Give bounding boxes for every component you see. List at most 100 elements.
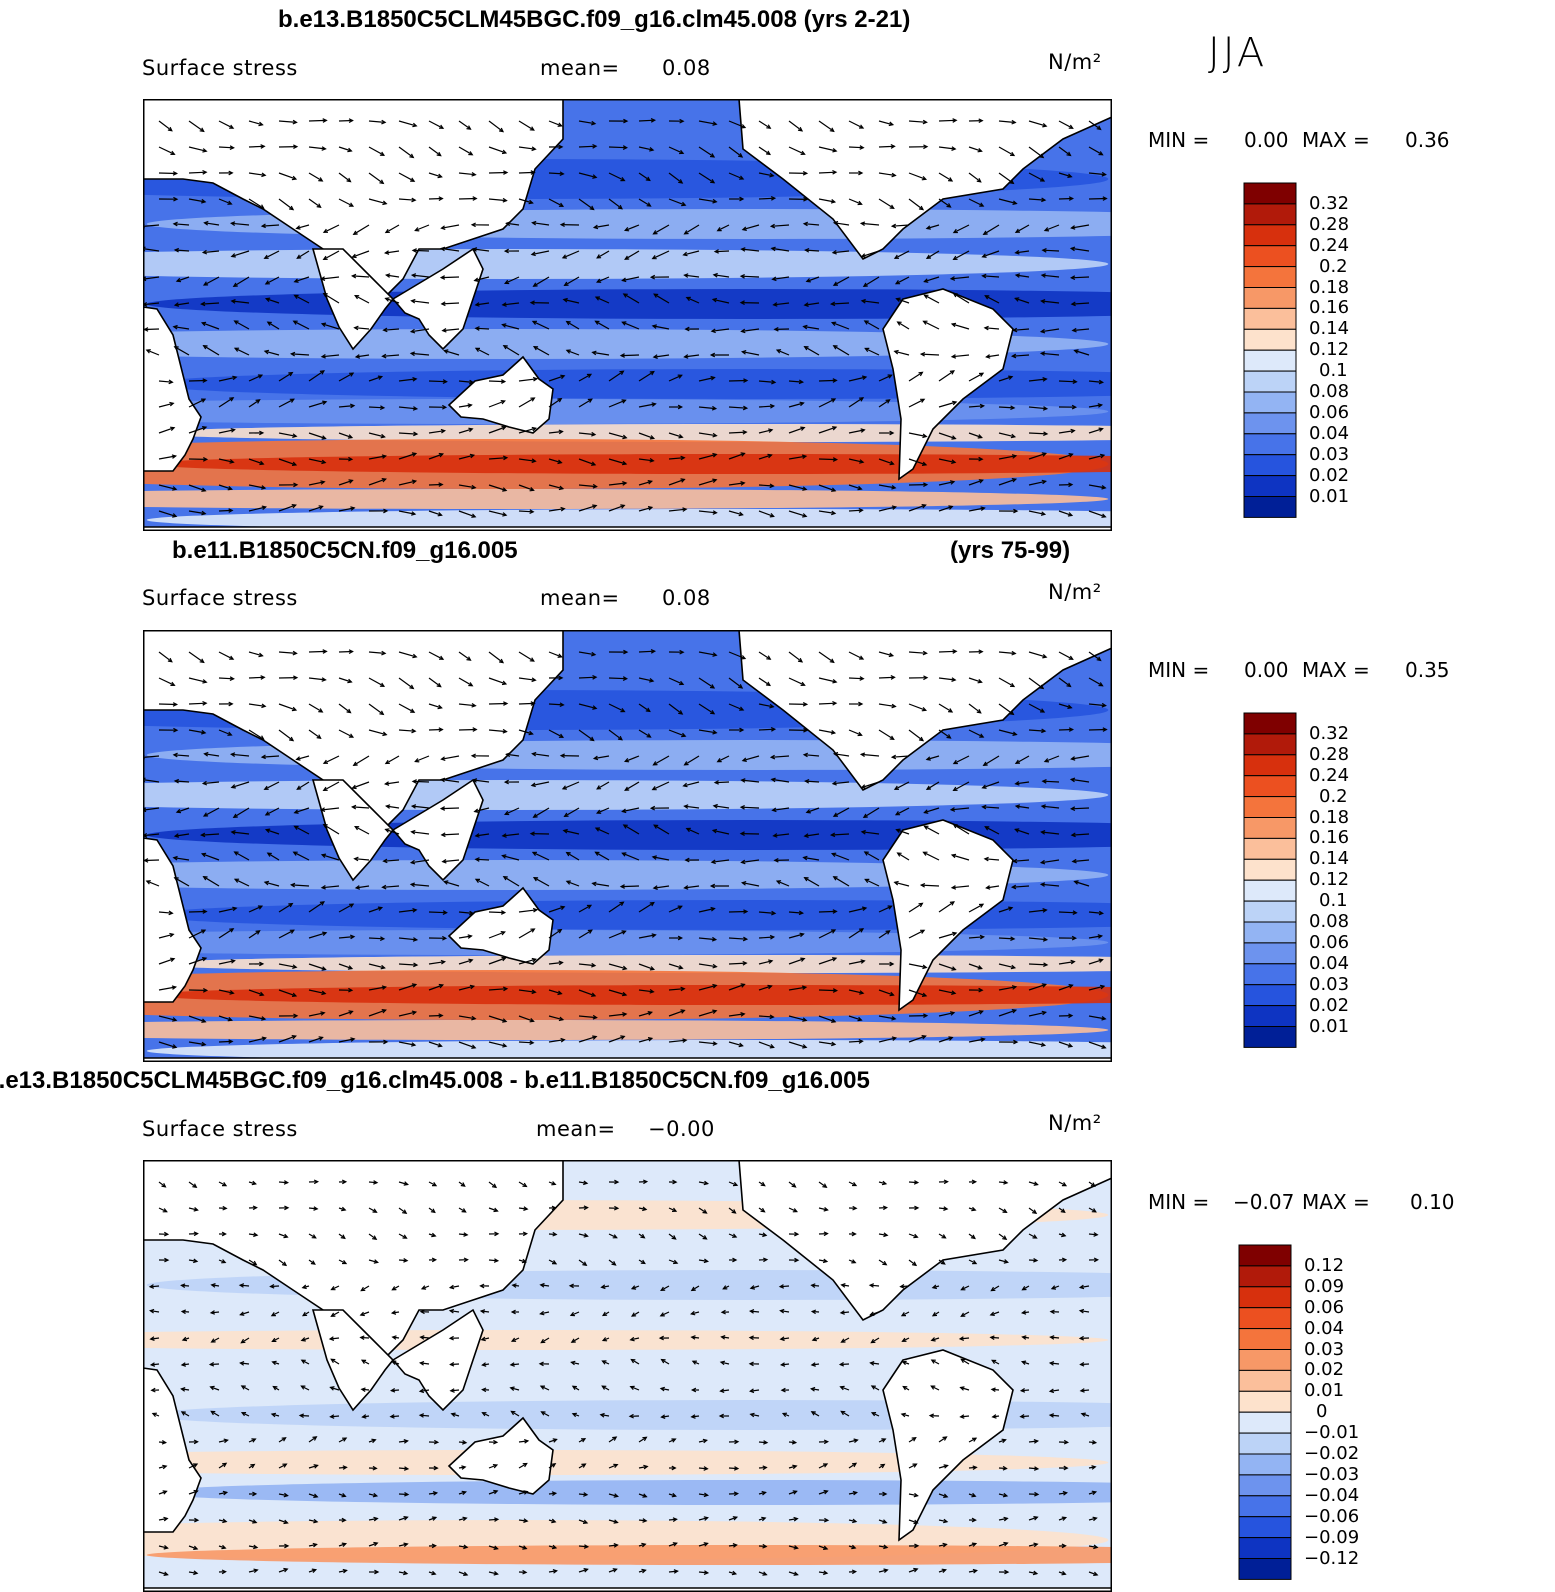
colorbar-tick-label: 0.28: [1309, 744, 1349, 765]
panel-1-variable-label: Surface stress: [142, 56, 298, 80]
colorbar-tick-label: 0.32: [1309, 193, 1349, 214]
panel-3-max-value: 0.10: [1410, 1190, 1455, 1214]
colorbar-swatch: [1244, 267, 1296, 288]
panel-2-variable-label: Surface stress: [142, 586, 298, 610]
colorbar-swatch: [1244, 225, 1296, 246]
colorbar-swatch: [1244, 713, 1296, 734]
colorbar-swatch: [1244, 985, 1296, 1006]
panel-1-min-value: 0.00: [1244, 128, 1289, 152]
colorbar-swatch: [1244, 434, 1296, 455]
panel-1-mean-label: mean=: [540, 56, 620, 80]
colorbar-swatch: [1244, 308, 1296, 329]
colorbar-swatch: [1239, 1412, 1291, 1433]
colorbar-swatch: [1239, 1308, 1291, 1329]
colorbar-tick-label: 0.32: [1309, 723, 1349, 744]
colorbar-swatch: [1244, 497, 1296, 518]
season-label: JJA: [1208, 30, 1267, 76]
colorbar-tick-label: 0.12: [1304, 1255, 1344, 1276]
colorbar-tick-label: 0.08: [1309, 381, 1349, 402]
colorbar-swatch: [1244, 329, 1296, 350]
colorbar-tick-label: 0.1: [1319, 360, 1348, 381]
colorbar-swatch: [1244, 288, 1296, 309]
colorbar-swatch: [1239, 1517, 1291, 1538]
colorbar-tick-label: 0.01: [1309, 1016, 1349, 1037]
panel-2-min-label: MIN =: [1148, 658, 1209, 682]
panel-3-units: N/m²: [1048, 1111, 1102, 1135]
colorbar-tick-label: 0.02: [1304, 1359, 1344, 1380]
panel-2-map: [143, 630, 1112, 1062]
colorbar-swatch: [1239, 1496, 1291, 1517]
colorbar-swatch: [1239, 1391, 1291, 1412]
colorbar-tick-label: 0.12: [1309, 339, 1349, 360]
colorbar-tick-label: 0.01: [1304, 1380, 1344, 1401]
panel-2-min-value: 0.00: [1244, 658, 1289, 682]
colorbar-tick-label: −0.03: [1304, 1464, 1359, 1485]
colorbar-tick-label: 0.18: [1309, 277, 1349, 298]
panel-3-min-label: MIN =: [1148, 1190, 1209, 1214]
colorbar-swatch: [1244, 1027, 1296, 1048]
panel-3-map: [143, 1160, 1112, 1592]
colorbar-tick-label: 0.06: [1309, 402, 1349, 423]
colorbar-swatch: [1244, 350, 1296, 371]
colorbar-tick-label: 0.04: [1309, 423, 1349, 444]
colorbar-swatch: [1244, 1006, 1296, 1027]
colorbar-swatch: [1244, 204, 1296, 225]
panel-1-units: N/m²: [1048, 50, 1102, 74]
panel-1-max-value: 0.36: [1405, 128, 1450, 152]
colorbar-swatch: [1239, 1266, 1291, 1287]
colorbar-swatch: [1244, 183, 1296, 204]
panel-1-title: b.e13.B1850C5CLM45BGC.f09_g16.clm45.008 …: [278, 6, 910, 34]
colorbar-swatch: [1244, 455, 1296, 476]
panel-1-max-label: MAX =: [1302, 128, 1370, 152]
colorbar-tick-label: 0.16: [1309, 827, 1349, 848]
colorbar-swatch: [1244, 859, 1296, 880]
colorbar-tick-label: 0.1: [1319, 890, 1348, 911]
panel-2-mean-label: mean=: [540, 586, 620, 610]
colorbar-swatch: [1239, 1329, 1291, 1350]
colorbar-swatch: [1239, 1538, 1291, 1559]
colorbar-swatch: [1244, 476, 1296, 497]
colorbar-swatch: [1244, 901, 1296, 922]
colorbar-swatch: [1244, 964, 1296, 985]
colorbar-swatch: [1239, 1287, 1291, 1308]
colorbar-tick-label: 0.2: [1319, 786, 1348, 807]
colorbar-swatch: [1239, 1245, 1291, 1266]
colorbar-tick-label: 0: [1316, 1401, 1327, 1422]
panel-1-min-label: MIN =: [1148, 128, 1209, 152]
colorbar-swatch: [1239, 1350, 1291, 1371]
colorbar-swatch: [1244, 943, 1296, 964]
panel-2-max-value: 0.35: [1405, 658, 1450, 682]
colorbar-swatch: [1244, 797, 1296, 818]
colorbar-swatch: [1244, 734, 1296, 755]
colorbar-tick-label: 0.16: [1309, 297, 1349, 318]
colorbar-swatch: [1244, 922, 1296, 943]
colorbar-tick-label: −0.12: [1304, 1548, 1359, 1569]
panel-2-title-right: (yrs 75-99): [950, 537, 1070, 565]
colorbar-swatch: [1244, 413, 1296, 434]
colorbar-tick-label: 0.02: [1309, 465, 1349, 486]
colorbar-swatch: [1244, 755, 1296, 776]
panel-2-mean-value: 0.08: [662, 586, 711, 610]
panel-1-mean-value: 0.08: [662, 56, 711, 80]
colorbar-tick-label: 0.02: [1309, 995, 1349, 1016]
colorbar-tick-label: −0.01: [1304, 1422, 1359, 1443]
panel-3-mean-label: mean=: [536, 1117, 616, 1141]
panel-2-max-label: MAX =: [1302, 658, 1370, 682]
colorbar-tick-label: 0.09: [1304, 1276, 1344, 1297]
colorbar-swatch: [1244, 371, 1296, 392]
colorbar-tick-label: 0.06: [1309, 932, 1349, 953]
panel-1-map: [143, 99, 1112, 531]
colorbar-tick-label: 0.14: [1309, 318, 1349, 339]
colorbar-tick-label: 0.03: [1304, 1339, 1344, 1360]
colorbar-tick-label: 0.04: [1309, 953, 1349, 974]
colorbar-swatch: [1244, 818, 1296, 839]
panel-2-units: N/m²: [1048, 580, 1102, 604]
colorbar-tick-label: 0.24: [1309, 765, 1349, 786]
panel-2-title-left: b.e11.B1850C5CN.f09_g16.005: [172, 537, 518, 565]
colorbar-tick-label: 0.08: [1309, 911, 1349, 932]
colorbar-tick-label: −0.06: [1304, 1506, 1359, 1527]
colorbar-swatch: [1244, 392, 1296, 413]
